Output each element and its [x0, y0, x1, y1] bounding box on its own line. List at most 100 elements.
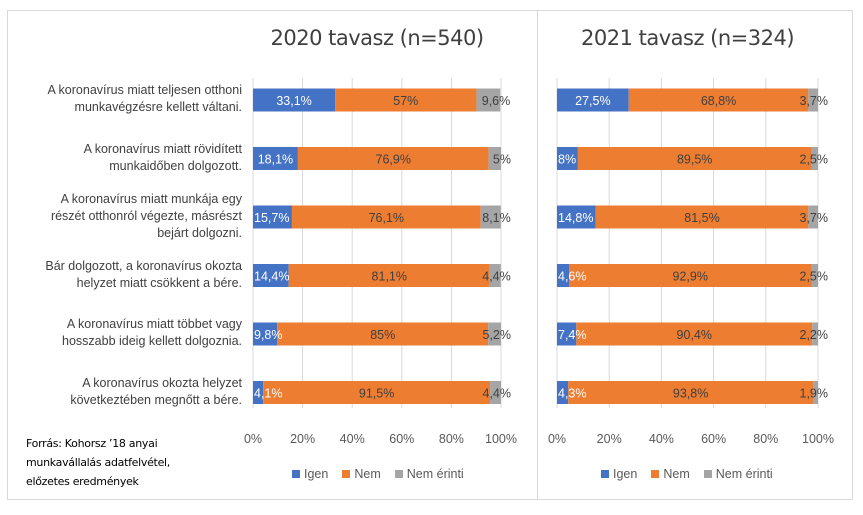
source-line: Forrás: Kohorsz ’18 anyai	[26, 437, 158, 450]
category-label-line: A koronavírus miatt munkája egy	[60, 191, 242, 206]
x-tick-label: 100%	[802, 432, 834, 446]
x-tick-label: 40%	[649, 432, 674, 446]
legend-label: Nem érinti	[715, 467, 773, 481]
bar-segment-nem-erinti	[811, 147, 818, 170]
bar-segment-nem-erinti	[489, 264, 501, 287]
bar-segment-igen	[253, 381, 264, 404]
chart-frame	[7, 10, 853, 500]
category-label-line: munkavégzésre kellett váltani.	[74, 100, 242, 114]
data-label: 76,1%	[369, 211, 404, 225]
data-label: 57%	[393, 94, 418, 108]
x-tick-label: 80%	[753, 432, 778, 446]
data-label: 3,7%	[800, 211, 829, 225]
legend-swatch	[394, 470, 403, 478]
data-label: 14,4%	[254, 270, 289, 284]
data-label: 76,9%	[376, 153, 411, 167]
data-label: 9,6%	[482, 94, 511, 108]
data-label: 3,7%	[800, 94, 829, 108]
bar-segment-nem-erinti	[488, 147, 501, 170]
category-label: A koronavírus miatt többet vagy hosszabb …	[12, 316, 242, 350]
legend-item-nem-erinti: Nem érinti	[703, 467, 773, 481]
legend-swatch	[601, 470, 609, 478]
data-label: 4,4%	[483, 387, 512, 401]
bar-segment-nem-erinti	[480, 205, 501, 229]
bar-segment-nem-erinti	[808, 205, 818, 229]
data-label: 4,4%	[482, 270, 511, 284]
data-label: 4,6%	[558, 270, 587, 284]
category-label-line: részét otthonról végezte, másrészt	[50, 208, 242, 223]
legend-item-nem-erinti: Nem érinti	[394, 467, 464, 481]
bar-segment-nem	[576, 322, 813, 346]
data-label: 8%	[558, 153, 576, 167]
data-label: 5,2%	[483, 328, 512, 342]
data-label: 89,5%	[677, 153, 712, 167]
category-label: A koronavírus miatt teljesen otthoni munk…	[12, 82, 242, 116]
legend-label: Nem	[663, 467, 690, 481]
category-label-line: hosszabb ideig kellett dolgoznia.	[62, 334, 242, 348]
source-note: Forrás: Kohorsz ’18 anyai munkavállalás …	[26, 434, 170, 491]
bar-segment-nem	[288, 264, 490, 287]
data-label: 93,8%	[673, 387, 708, 401]
data-label: 7,4%	[558, 328, 587, 342]
legend-swatch	[651, 470, 660, 478]
category-label-line: A koronavírus miatt többet vagy	[66, 317, 242, 331]
legend-label: Igen	[613, 467, 638, 481]
data-label: 81,1%	[372, 270, 407, 284]
data-label: 2,5%	[800, 270, 829, 284]
legend-label: Igen	[304, 467, 329, 481]
data-label: 91,5%	[359, 387, 394, 401]
bar-segment-igen	[557, 88, 629, 112]
bar-segment-igen	[253, 264, 289, 287]
legend-item-igen: Igen	[601, 467, 637, 481]
data-label: 2,2%	[800, 328, 829, 342]
category-label: A koronavírus okozta helyzet következtébe…	[12, 375, 242, 409]
category-label-line: helyzet miatt csökkent a bére.	[76, 275, 242, 290]
legend-swatch	[292, 470, 300, 478]
bar-segment-nem-erinti	[812, 322, 818, 346]
x-tick-label: 20%	[290, 432, 315, 446]
data-label: 18,1%	[258, 153, 293, 167]
bar-segment-nem	[263, 381, 491, 404]
data-label: 2,5%	[800, 153, 829, 167]
x-tick-label: 60%	[389, 432, 414, 446]
bar-segment-igen	[557, 381, 569, 404]
data-label: 33,1%	[276, 94, 311, 108]
data-label: 81,5%	[684, 211, 719, 225]
chart-divider	[537, 10, 538, 500]
bar-segment-nem	[628, 88, 809, 112]
data-label: 27,5%	[575, 94, 610, 108]
bar-segment-nem	[595, 205, 809, 229]
legend-swatch	[342, 470, 351, 478]
legend-label: Nem	[354, 467, 381, 481]
data-label: 4,3%	[558, 387, 587, 401]
x-tick-label: 40%	[340, 432, 365, 446]
data-label: 4,1%	[254, 387, 283, 401]
bar-segment-nem	[277, 322, 489, 346]
x-tick-label: 100%	[485, 432, 517, 446]
data-label: 68,8%	[701, 94, 736, 108]
bar-segment-igen	[253, 88, 336, 112]
bar-segment-igen	[253, 322, 278, 346]
bar-segment-igen	[253, 147, 298, 170]
legend-item-nem: Nem	[651, 467, 690, 481]
category-label-line: munkaidőben dolgozott.	[109, 158, 242, 173]
bar-segment-igen	[253, 205, 292, 229]
x-tick-label: 0%	[548, 432, 566, 446]
bar-segment-igen	[557, 147, 578, 170]
data-label: 9,8%	[254, 328, 283, 342]
category-label: A koronavírus miatt rövidített munkaidőbe…	[12, 141, 242, 175]
bar-segment-nem-erinti	[811, 264, 818, 287]
category-label-line: következtében megnőtt a bére.	[70, 392, 242, 407]
bar-segment-nem-erinti	[488, 322, 501, 346]
chart-title-2020: 2020 tavasz (n=540)	[270, 26, 484, 50]
source-line: előzetes eredmények	[26, 475, 139, 488]
x-tick-label: 60%	[701, 432, 726, 446]
chart-title-2021: 2021 tavasz (n=324)	[580, 26, 795, 50]
data-label: 8,1%	[482, 211, 511, 225]
bar-segment-nem	[291, 205, 481, 229]
bar-segment-nem	[569, 264, 812, 287]
data-label: 1,9%	[800, 387, 829, 401]
legend-item-nem: Nem	[342, 467, 381, 481]
category-label: Bár dolgozott, a koronavírus okozta helyz…	[12, 258, 242, 292]
